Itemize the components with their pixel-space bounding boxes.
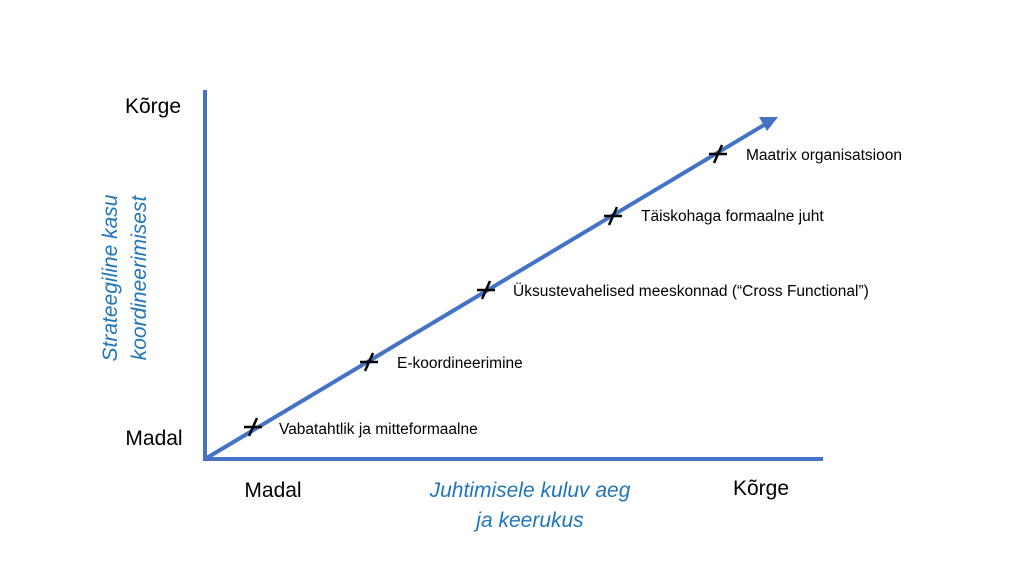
cross-marker-icon <box>360 352 378 372</box>
point-label: Täiskohaga formaalne juht <box>641 208 824 225</box>
point-uksustevahelised: Üksustevahelised meeskonnad (“Cross Func… <box>477 280 869 300</box>
x-axis-title-line2: ja keerukus <box>473 509 584 532</box>
x-axis-low-label: Madal <box>244 479 301 502</box>
cross-marker-icon <box>477 280 495 300</box>
x-axis-high-label: Kõrge <box>733 477 789 500</box>
y-axis-low-label: Madal <box>125 427 182 450</box>
point-label: Üksustevahelised meeskonnad (“Cross Func… <box>513 282 869 300</box>
point-e-koordineerimine: E-koordineerimine <box>360 352 523 372</box>
point-label: Maatrix organisatsioon <box>746 147 902 164</box>
cross-marker-icon <box>604 206 622 226</box>
trend-arrow-head <box>759 117 778 131</box>
point-label: E-koordineerimine <box>397 355 523 372</box>
y-axis-title-line1: Strateegiline kasu <box>99 194 122 361</box>
cross-marker-icon <box>244 417 262 437</box>
point-taiskohaga: Täiskohaga formaalne juht <box>604 206 824 226</box>
y-axis-high-label: Kõrge <box>125 95 181 118</box>
cross-marker-icon <box>709 144 727 164</box>
point-vabatahtlik: Vabatahtlik ja mitteformaalne <box>244 417 478 438</box>
x-axis-title-line1: Juhtimisele kuluv aeg <box>429 479 631 502</box>
y-axis-title-line2: koordineerimisest <box>128 195 151 361</box>
point-maatrix: Maatrix organisatsioon <box>709 144 902 164</box>
point-label: Vabatahtlik ja mitteformaalne <box>279 421 478 438</box>
